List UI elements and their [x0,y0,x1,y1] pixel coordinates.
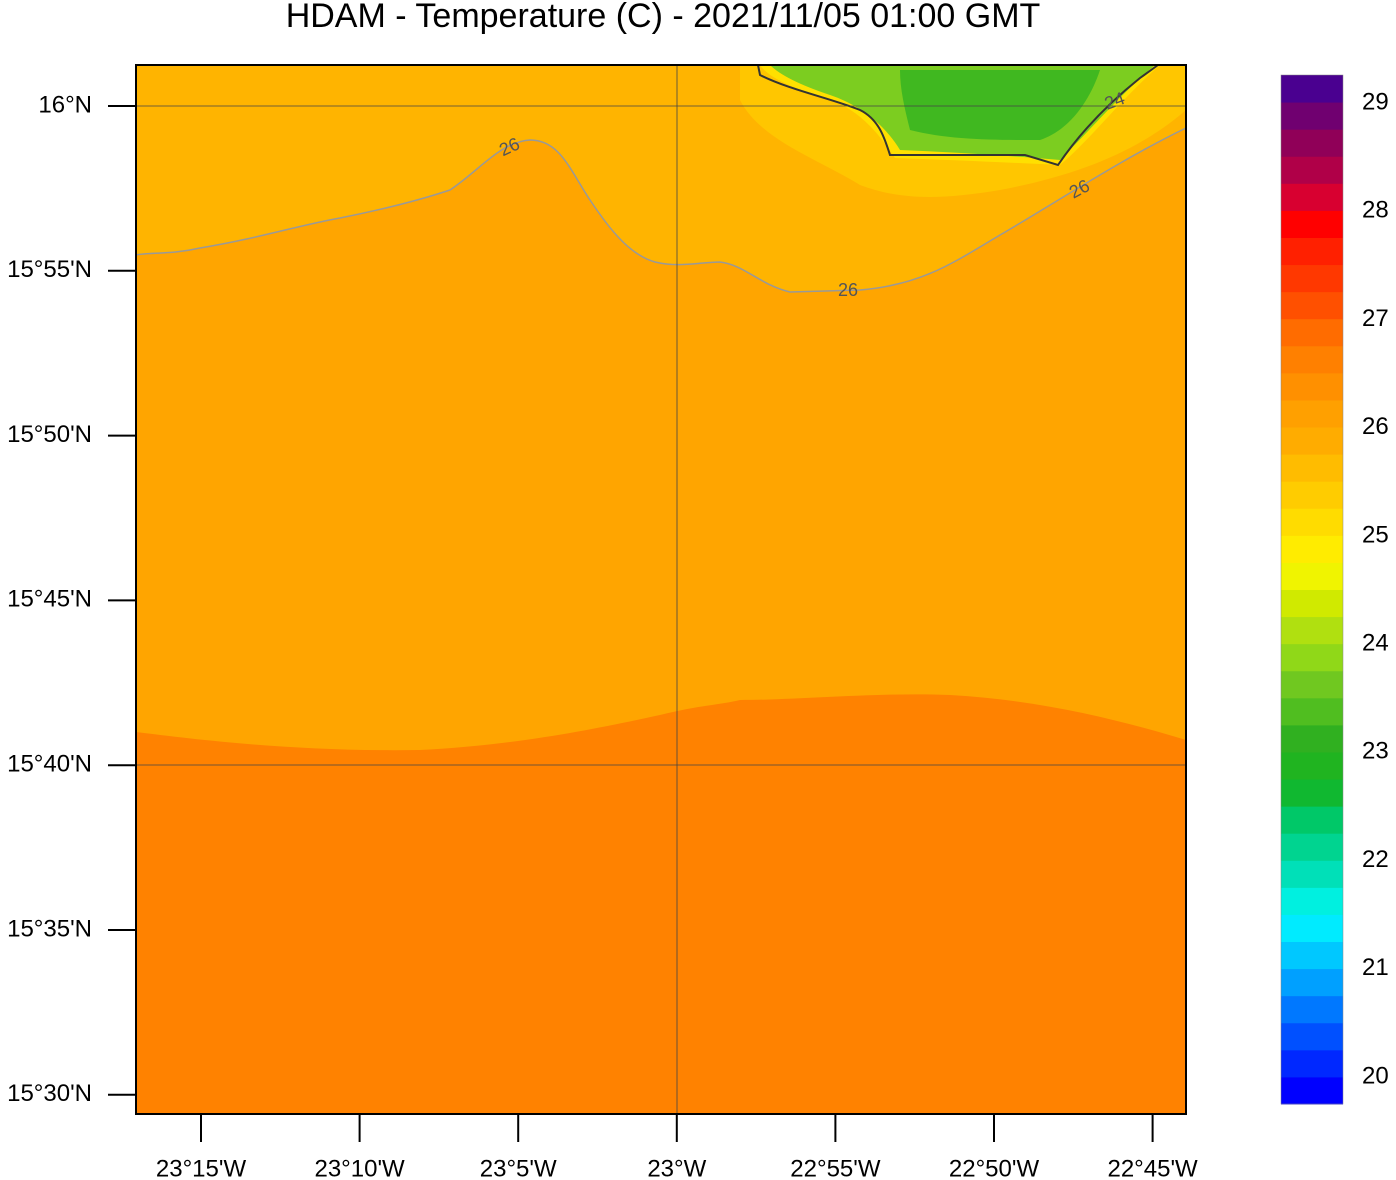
colorbar-swatch [1281,291,1343,320]
colorbar-label: 23 [1362,738,1389,765]
colorbar-swatch [1281,102,1343,130]
colorbar-swatch [1281,508,1343,536]
colorbar-label: 25 [1362,521,1389,548]
y-tick-label: 15°45'N [7,586,92,613]
y-tick-label: 16°N [38,91,92,118]
y-tick-label: 15°55'N [7,256,92,283]
colorbar-swatch [1281,968,1343,997]
colorbar-swatch [1281,562,1343,590]
colorbar-swatch [1281,399,1343,428]
colorbar-swatch [1281,454,1343,482]
colorbar-swatch [1281,616,1343,645]
colorbar-swatch [1281,806,1343,834]
colorbar-swatch [1281,589,1343,618]
colorbar-swatch [1281,1076,1343,1105]
contour-line [135,127,1187,293]
colorbar-swatch [1281,697,1343,726]
colorbar-swatch [1281,751,1343,780]
colorbar-swatch [1281,643,1343,672]
colorbar-swatch [1281,1049,1343,1078]
colorbar-label: 20 [1362,1062,1389,1089]
colorbar-label: 29 [1362,89,1389,116]
x-tick-label: 23°5'W [480,1155,557,1180]
colorbar-swatch [1281,481,1343,509]
colorbar-swatch [1281,427,1343,455]
colorbar-frame [1280,74,1344,1105]
colorbar-swatch [1281,318,1343,347]
x-tick-label: 22°45'W [1107,1155,1198,1180]
colorbar-label: 21 [1362,954,1389,981]
y-tick-label: 15°35'N [7,915,92,942]
map-fill [135,64,1187,1115]
x-tick-label: 23°15'W [156,1155,247,1180]
colorbar-swatch [1281,156,1343,184]
y-tick-label: 15°30'N [7,1080,92,1107]
y-tick-label: 15°40'N [7,751,92,778]
colorbar-label: 27 [1362,305,1389,332]
colorbar-label: 28 [1362,197,1389,224]
colorbar-swatch [1281,129,1343,157]
colorbar-swatch [1281,237,1343,266]
colorbar-label: 22 [1362,846,1389,873]
colorbar-swatch [1281,724,1343,753]
coastline [757,64,1159,167]
colorbar-swatch [1281,995,1343,1024]
colorbar-swatch [1281,535,1343,563]
colorbar-swatch [1281,345,1343,374]
colorbar-swatch [1281,1022,1343,1051]
colorbar-swatch [1281,75,1343,103]
colorbar-swatch [1281,941,1343,970]
colorbar-swatch [1281,372,1343,401]
title: HDAM - Temperature (C) - 2021/11/05 01:0… [286,0,1041,35]
colorbar-swatch [1281,779,1343,807]
colorbar-swatch [1281,264,1343,293]
x-tick-label: 23°10'W [314,1155,405,1180]
x-tick-label: 22°50'W [949,1155,1040,1180]
colorbar-swatch [1281,833,1343,861]
plot-frame [135,64,1187,1115]
region-23 [900,70,1100,140]
colorbar-swatch [1281,670,1343,699]
colorbar-swatch [1281,210,1343,238]
colorbar-swatch [1281,887,1343,915]
colorbar-swatch [1281,183,1343,211]
contour-label: 26 [838,280,858,300]
colorbar-swatch [1281,860,1343,888]
colorbar: 20 21 22 23 24 25 26 27 28 29 [1280,74,1389,1105]
region-26-5 [136,694,1186,1114]
colorbar-label: 26 [1362,413,1389,440]
x-tick-label: 23°W [647,1155,706,1180]
colorbar-label: 24 [1362,630,1389,657]
y-tick-label: 15°50'N [7,421,92,448]
axes: 16°N 15°55'N 15°50'N 15°45'N 15°40'N 15°35'N 1… [7,91,1198,1180]
x-tick-label: 22°55'W [790,1155,881,1180]
colorbar-swatch [1281,914,1343,943]
